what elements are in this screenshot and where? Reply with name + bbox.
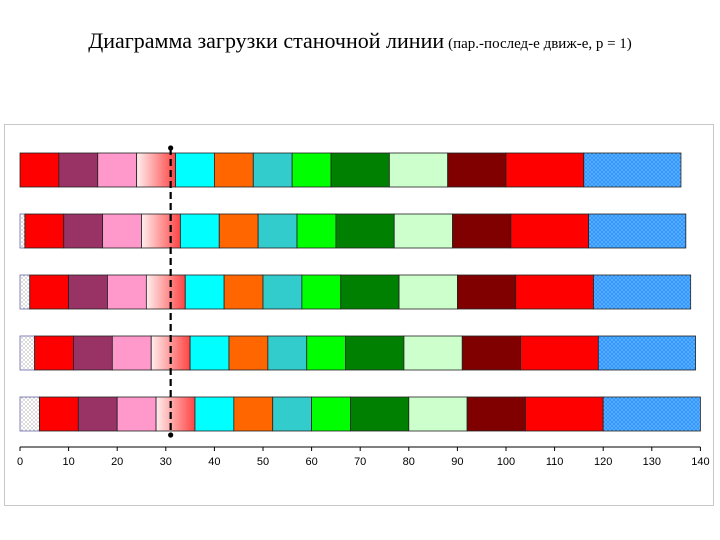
x-tick-label: 60 (305, 456, 317, 468)
bar-segment (29, 274, 70, 310)
bar-segment (291, 152, 332, 188)
bar-segment (179, 213, 220, 249)
slide-title: Диаграмма загрузки станочной линии (пар.… (0, 28, 720, 54)
bar-offset-segment (19, 274, 31, 310)
bar-segment (145, 274, 186, 310)
bar-segment (311, 396, 351, 432)
bar-segment (233, 396, 274, 432)
gantt-chart: 0 10 20 30 40 50 60 70 80 90 100 110 120 130 140 (17, 145, 710, 468)
x-tick-label: 100 (497, 456, 515, 468)
x-tick-label: 110 (546, 456, 564, 468)
bar-segment (39, 396, 79, 432)
bar-segment (252, 152, 293, 188)
bar-segment (116, 396, 157, 432)
bar-segment (583, 152, 682, 188)
x-tick-label: 70 (354, 456, 366, 468)
reference-line-endpoint (168, 432, 174, 438)
machine-row (19, 396, 701, 432)
bar-segment (301, 274, 342, 310)
bar-segment (408, 396, 468, 432)
bar-segment (184, 274, 225, 310)
x-tick-label: 80 (403, 456, 415, 468)
machine-row (19, 152, 682, 188)
bar-segment (155, 396, 196, 432)
bar-segment (510, 213, 590, 249)
bar-segment (77, 396, 118, 432)
bar-segment (340, 274, 400, 310)
bar-segment (102, 213, 142, 249)
bar-segment (19, 152, 60, 188)
title-note: (пар.-послед-е движ-е, p = 1) (448, 36, 632, 52)
bar-offset-segment (19, 213, 26, 249)
bar-segment (466, 396, 526, 432)
bar-segment (505, 152, 585, 188)
chart-frame: 0 10 20 30 40 50 60 70 80 90 100 110 120 130 140 (4, 124, 714, 506)
x-tick-label: 90 (451, 456, 463, 468)
bar-segment (213, 152, 254, 188)
bar-segment (267, 335, 308, 371)
reference-line-endpoint (168, 145, 174, 151)
machine-row (19, 335, 696, 371)
bar-segment (63, 213, 104, 249)
bar-segment (461, 335, 521, 371)
bar-segment (73, 335, 113, 371)
bar-segment (393, 213, 453, 249)
bar-segment (398, 274, 458, 310)
bar-segment (262, 274, 303, 310)
x-tick-label: 10 (62, 456, 74, 468)
bar-segment (525, 396, 604, 432)
bar-segment (24, 213, 65, 249)
bar-segment (296, 213, 337, 249)
machine-row (19, 274, 692, 310)
bar-segment (388, 152, 449, 188)
x-tick-label: 20 (111, 456, 123, 468)
bar-segment (588, 213, 687, 249)
bar-offset-segment (19, 396, 40, 432)
bar-segment (520, 335, 599, 371)
bar-segment (111, 335, 152, 371)
bar-segment (597, 335, 696, 371)
x-tick-label: 120 (594, 456, 612, 468)
machine-row (19, 213, 687, 249)
bar-segment (218, 213, 259, 249)
bar-segment (602, 396, 701, 432)
bar-segment (306, 335, 347, 371)
bar-segment (58, 152, 99, 188)
bar-offset-segment (19, 335, 35, 371)
bar-segment (257, 213, 298, 249)
x-tick-label: 50 (257, 456, 269, 468)
bar-segment (593, 274, 692, 310)
x-tick-label: 30 (160, 456, 172, 468)
title-main: Диаграмма загрузки станочной линии (88, 28, 445, 53)
x-tick-label: 40 (208, 456, 220, 468)
bar-segment (228, 335, 269, 371)
bar-segment (452, 213, 512, 249)
bar-segment (189, 335, 230, 371)
bar-segment (330, 152, 390, 188)
bar-segment (350, 396, 410, 432)
x-tick-label: 130 (643, 456, 661, 468)
bar-segment (403, 335, 463, 371)
bar-segment (345, 335, 405, 371)
bar-segment (34, 335, 74, 371)
bar-segment (141, 213, 181, 249)
bar-segment (223, 274, 264, 310)
bar-segment (272, 396, 313, 432)
bar-segment (515, 274, 594, 310)
bar-segment (194, 396, 235, 432)
bar-segment (97, 152, 138, 188)
x-tick-label: 140 (691, 456, 709, 468)
bar-segment (68, 274, 108, 310)
bar-segment (107, 274, 147, 310)
bar-segment (136, 152, 176, 188)
bar-segment (456, 274, 517, 310)
bar-segment (335, 213, 395, 249)
bar-segment (447, 152, 507, 188)
bar-segment (175, 152, 215, 188)
x-tick-label: 0 (17, 456, 23, 468)
